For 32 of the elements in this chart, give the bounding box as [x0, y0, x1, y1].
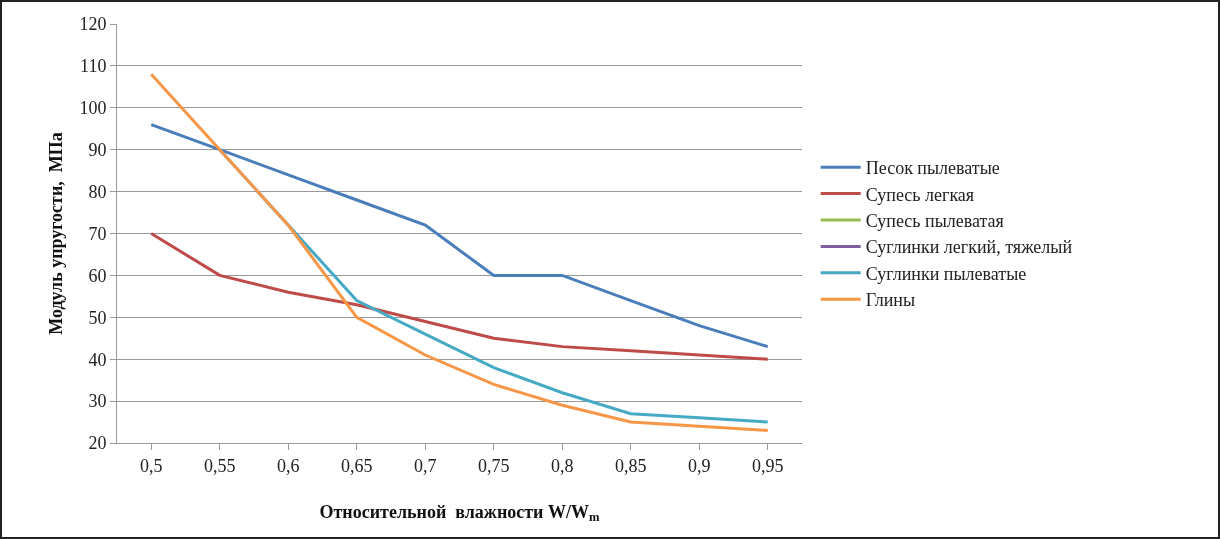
y-tick-label: 30 — [88, 391, 107, 412]
y-axis-title: Модуль упругости, МПа — [45, 132, 66, 335]
x-tick-label: 0,8 — [551, 455, 574, 476]
y-tick-label: 100 — [79, 98, 107, 119]
y-tick-label: 50 — [88, 307, 107, 328]
y-tick-label: 70 — [88, 223, 107, 244]
legend-label: Супесь легкая — [865, 184, 975, 205]
x-axis-title: Относительной влажности W/W$_{m}$ — [319, 501, 600, 525]
y-tick-label: 120 — [79, 14, 107, 35]
x-tick-label: 0,75 — [478, 455, 510, 476]
legend-label: Супесь пылеватая — [865, 211, 1004, 232]
line-series — [149, 123, 770, 349]
y-tick-label: 20 — [88, 433, 107, 454]
legend-label: Глины — [865, 290, 916, 311]
legend-label: Суглинки легкий, тяжелый — [865, 237, 1073, 258]
y-tick-label: 40 — [88, 349, 107, 370]
y-tick-label: 90 — [88, 140, 107, 160]
x-tick-label: 0,85 — [615, 455, 647, 476]
line-series — [149, 232, 770, 361]
legend-label: Суглинки пылеватые — [865, 263, 1027, 284]
x-tick-label: 0,65 — [341, 455, 373, 476]
x-tick-label: 0,6 — [277, 455, 300, 476]
x-tick-label: 0,9 — [688, 455, 711, 476]
legend-label: Песок пылеватые — [865, 158, 1000, 179]
x-tick-label: 0,7 — [414, 455, 437, 476]
y-tick-label: 80 — [88, 181, 107, 202]
x-tick-label: 0,5 — [140, 455, 163, 476]
x-tick-label: 0,55 — [204, 455, 236, 476]
line-series — [149, 72, 770, 432]
x-tick-label: 0,95 — [752, 455, 784, 476]
y-tick-label: 110 — [80, 56, 107, 77]
y-tick-label: 60 — [88, 265, 107, 286]
